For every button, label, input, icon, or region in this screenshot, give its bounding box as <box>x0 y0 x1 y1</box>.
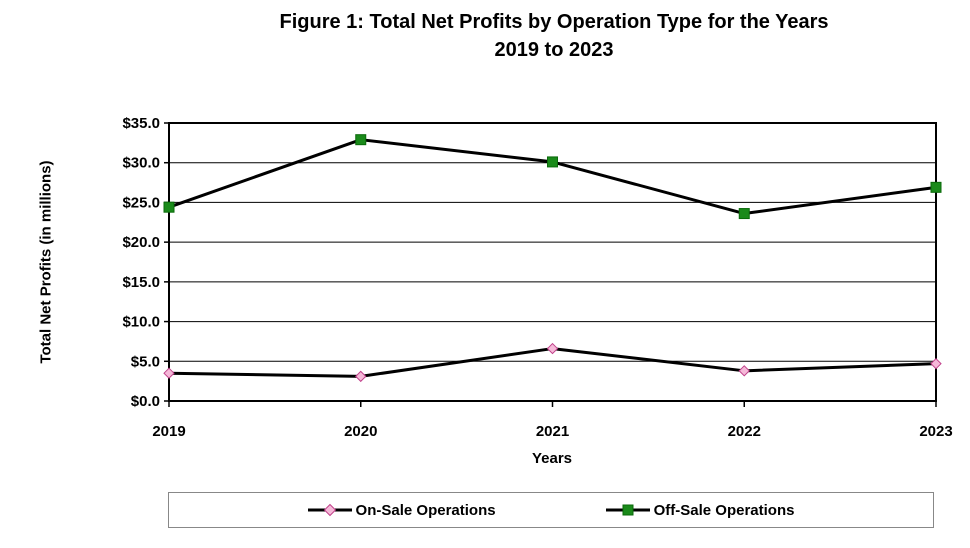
x-tick-label: 2021 <box>536 423 569 440</box>
data-point-on-sale <box>355 370 367 383</box>
y-tick-label: $0.0 <box>131 393 160 410</box>
data-point-on-sale <box>738 365 750 377</box>
y-tick-label: $30.0 <box>122 155 160 172</box>
data-point-off-sale <box>355 134 367 146</box>
x-tick-label: 2019 <box>152 423 185 440</box>
y-tick-label: $15.0 <box>122 274 160 291</box>
legend-item-on-sale: On-Sale Operations <box>307 501 496 519</box>
legend-item-off-sale: Off-Sale Operations <box>605 501 795 519</box>
plot-area <box>169 123 936 401</box>
legend-swatch-on-sale <box>307 503 352 517</box>
data-point-off-sale <box>738 208 750 220</box>
data-point-off-sale <box>547 156 558 168</box>
y-tick-label: $10.0 <box>122 314 160 331</box>
legend-label-on-sale: On-Sale Operations <box>355 501 496 519</box>
chart-title: Figure 1: Total Net Profits by Operation… <box>120 8 970 64</box>
legend-label-off-sale: Off-Sale Operations <box>653 501 795 519</box>
data-point-on-sale <box>163 367 175 379</box>
legend: On-Sale Operations Off-Sale Operations <box>168 492 934 528</box>
data-point-on-sale <box>930 357 942 370</box>
legend-swatch-off-sale <box>605 504 650 516</box>
data-point-on-sale <box>546 342 559 355</box>
data-point-off-sale <box>930 181 942 193</box>
y-tick-label: $35.0 <box>122 115 160 132</box>
data-point-off-sale <box>163 201 175 213</box>
chart-title-line-1: Figure 1: Total Net Profits by Operation… <box>279 11 829 33</box>
x-axis-label: Years <box>531 450 573 467</box>
x-tick-label: 2023 <box>919 423 952 440</box>
x-tick-label: 2020 <box>344 423 377 440</box>
plot-border <box>168 122 937 402</box>
y-tick-label: $25.0 <box>122 194 160 211</box>
chart-title-line-2: 2019 to 2023 <box>494 39 614 61</box>
y-tick-label: $20.0 <box>122 234 160 251</box>
line-chart: $0.0 $5.0 $10.0 $15.0 $20.0 $25.0 $30.0 $35.0 20… <box>122 115 952 440</box>
x-tick-label: 2022 <box>728 423 761 440</box>
y-tick-label: $5.0 <box>131 353 160 370</box>
